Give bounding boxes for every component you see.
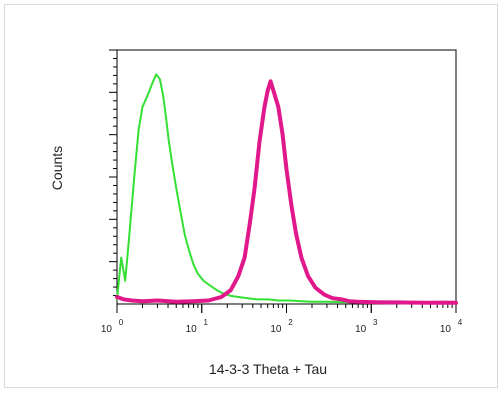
x-tick-exponent: 4 [458,318,463,327]
x-tick-exponent: 1 [204,318,209,327]
x-tick-label: 10 [355,324,367,335]
x-axis-tick-labels: 10 0 10 1 10 2 10 3 10 4 [101,318,463,335]
x-axis-label: 14-3-3 Theta + Tau [209,361,327,377]
x-tick-exponent: 2 [288,318,293,327]
series-layer [115,73,458,305]
figure-frame [4,4,498,388]
y-axis-label: Counts [49,146,65,190]
x-tick-label: 10 [186,324,198,335]
y-axis-ticks [109,49,117,297]
x-tick-exponent: 3 [373,318,378,327]
x-axis-minor-ticks [116,304,457,313]
x-tick-label: 10 [270,324,282,335]
x-tick-exponent: 0 [119,318,124,327]
x-tick-label: 10 [101,324,113,335]
series-1-line [115,79,458,305]
x-tick-label: 10 [440,324,452,335]
